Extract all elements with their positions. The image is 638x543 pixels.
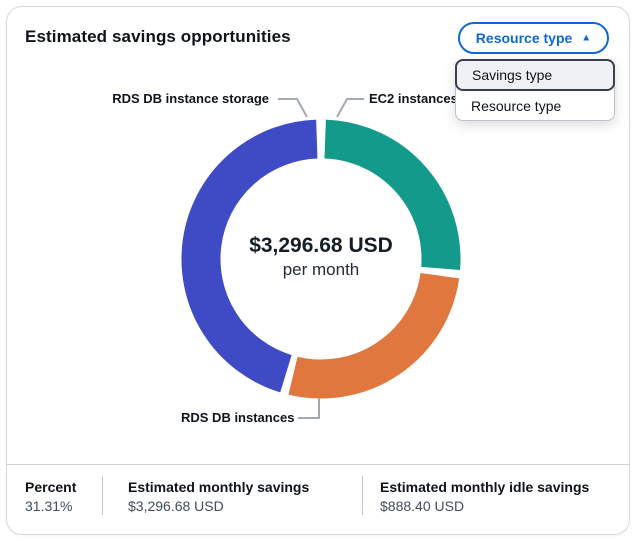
donut-segment-rds-db-instance-storage[interactable] [181,119,318,393]
dropdown-option-resource-type[interactable]: Resource type [456,91,614,120]
savings-donut-chart [181,98,461,419]
leader-line-ec2 [336,98,364,118]
dropdown-option-savings-type[interactable]: Savings type [455,59,615,91]
dropdown-menu: Savings type Resource type [455,59,615,121]
donut-center-label: $3,296.68 USD per month [221,234,421,280]
segment-callout-label-ec2: EC2 instances [369,91,458,106]
dropdown-button-label: Resource type [475,30,573,46]
donut-center-subtitle: per month [282,260,360,279]
stat-percent-label: Percent [25,479,77,495]
dropdown-option-label: Savings type [472,67,553,83]
stat-monthly-savings: Estimated monthly savings $3,296.68 USD [102,476,362,515]
donut-center-value: $3,296.68 USD [249,234,393,257]
stat-idle-savings-label: Estimated monthly idle savings [380,479,590,495]
estimated-savings-card: Estimated savings opportunities Resource… [6,6,630,535]
resource-type-dropdown-button[interactable]: Resource type ▲ [458,22,609,54]
stat-percent-value: 31.31% [25,498,73,514]
triangle-up-icon: ▲ [581,32,592,44]
page-title: Estimated savings opportunities [25,27,291,46]
segment-callout-label-rds-storage: RDS DB instance storage [112,91,269,106]
dropdown-option-label: Resource type [471,97,562,114]
footer-stats-row: Percent 31.31% Estimated monthly savings… [7,464,629,536]
stat-idle-savings: Estimated monthly idle savings $888.40 U… [362,476,629,515]
stat-monthly-savings-label: Estimated monthly savings [128,479,310,495]
stat-percent: Percent 31.31% [7,476,102,515]
stat-monthly-savings-value: $3,296.68 USD [128,498,224,514]
leader-line-rds-storage [278,98,308,118]
donut-segment-ec2-instances[interactable] [323,119,461,270]
segment-callout-label-rds-instances: RDS DB instances [181,410,295,425]
donut-segment-rds-db-instances[interactable] [288,272,460,399]
leader-line-rds-instances [298,398,320,419]
stat-idle-savings-value: $888.40 USD [380,498,465,514]
